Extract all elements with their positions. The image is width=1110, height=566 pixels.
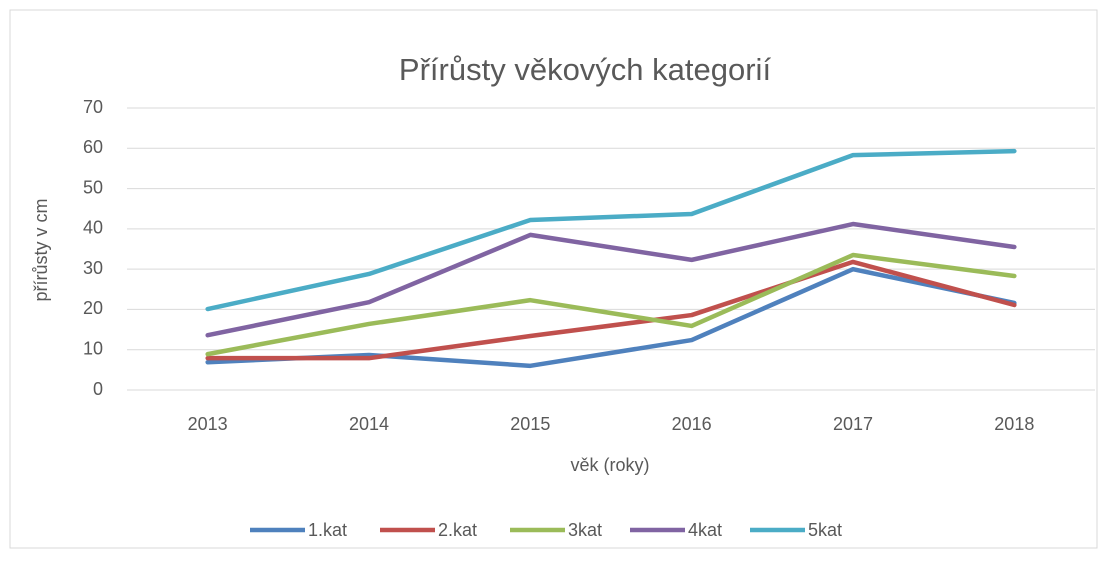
y-tick-label: 20 [83,298,103,318]
legend-label: 5kat [808,520,842,540]
series-line [205,252,1017,357]
y-axis-label: přírůsty v cm [31,198,51,301]
legend-label: 2.kat [438,520,477,540]
legend-label: 3kat [568,520,602,540]
series-line [205,259,1017,361]
y-tick-label: 40 [83,218,103,238]
series-line [205,148,1017,312]
x-tick-label: 2013 [188,414,228,434]
x-tick-label: 2018 [994,414,1034,434]
y-tick-label: 60 [83,137,103,157]
legend-label: 4kat [688,520,722,540]
series-line [205,221,1017,338]
x-axis-label: věk (roky) [570,455,649,475]
chart-title: Přírůsty věkových kategorií [399,52,772,87]
x-tick-label: 2016 [672,414,712,434]
legend-label: 1.kat [308,520,347,540]
y-tick-label: 10 [83,338,103,358]
chart-frame [9,9,1098,549]
y-tick-label: 0 [93,379,103,399]
y-tick-label: 30 [83,258,103,278]
y-tick-label: 70 [83,97,103,117]
x-tick-label: 2015 [510,414,550,434]
x-tick-label: 2017 [833,414,873,434]
y-tick-label: 50 [83,177,103,197]
x-tick-label: 2014 [349,414,389,434]
